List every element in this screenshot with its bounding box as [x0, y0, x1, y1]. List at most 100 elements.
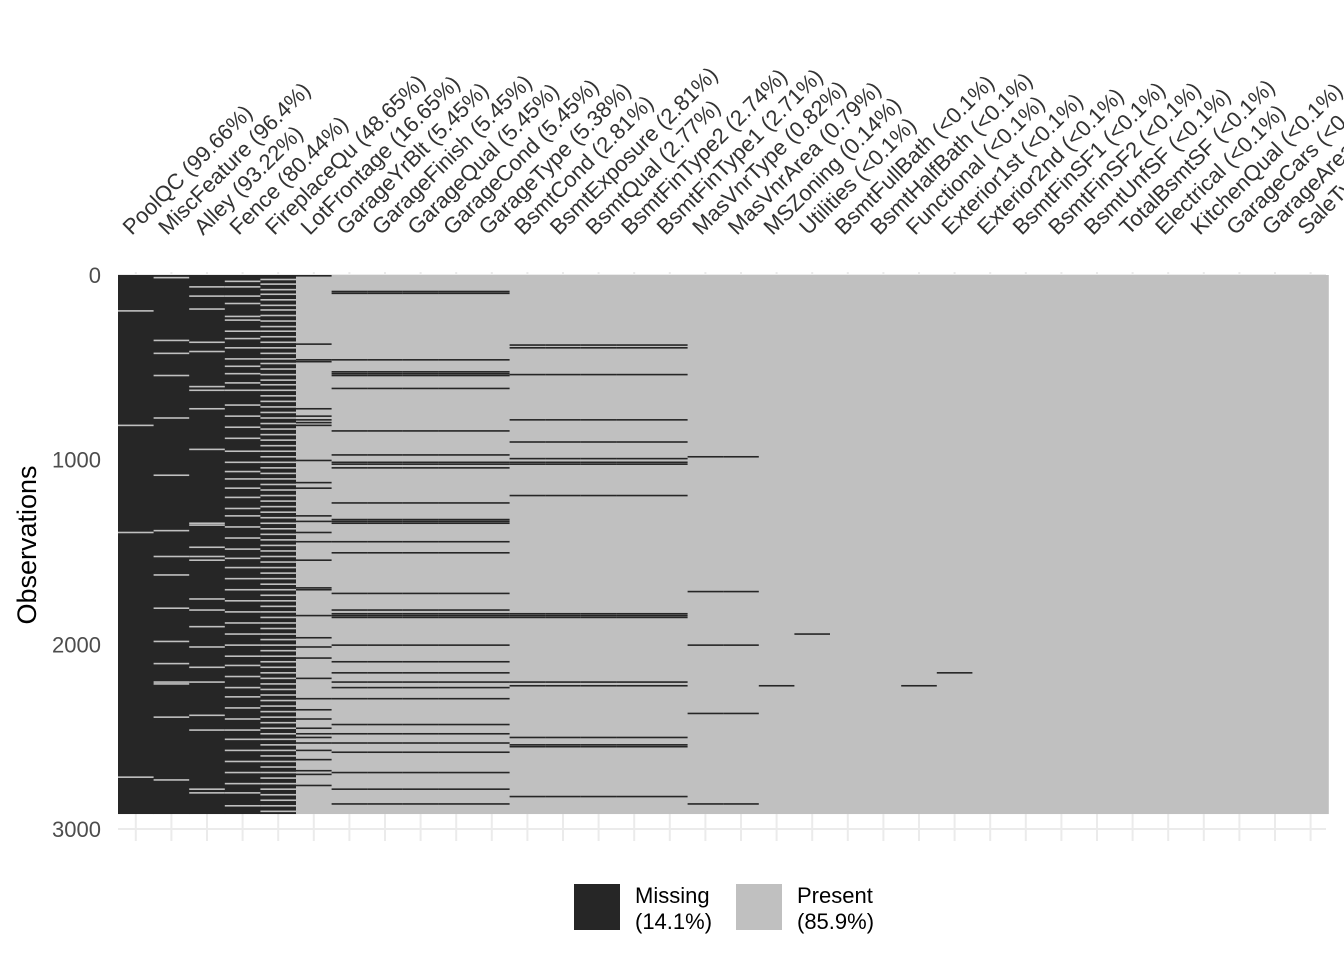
missing-row-line	[545, 612, 582, 615]
present-row-line	[189, 555, 226, 558]
missing-row-line	[438, 672, 475, 674]
present-row-line	[260, 561, 297, 563]
present-row-line	[189, 646, 226, 648]
legend-swatch-missing	[574, 884, 620, 930]
missing-row-line	[438, 371, 475, 373]
present-row-line	[260, 395, 297, 397]
missing-row-line	[438, 502, 475, 504]
missing-row-line	[296, 718, 332, 720]
present-row-line	[189, 609, 226, 611]
missing-row-line	[296, 421, 332, 424]
present-row-line	[189, 792, 226, 794]
present-row-line	[153, 276, 190, 279]
present-row-line	[189, 598, 226, 600]
missing-row-line	[474, 803, 510, 805]
present-row-line	[189, 524, 226, 526]
present-row-line	[260, 644, 297, 646]
missing-row-line	[402, 803, 439, 805]
missing-row-line	[296, 773, 332, 776]
present-row-line	[224, 487, 261, 489]
missing-row-line	[402, 771, 439, 774]
missing-row-line	[367, 644, 404, 646]
missing-row-line	[509, 347, 546, 349]
missing-row-line	[545, 463, 582, 465]
missing-row-line	[367, 681, 404, 683]
missing-row-line	[652, 744, 688, 746]
missing-row-line	[296, 531, 332, 534]
missing-row-line	[545, 461, 582, 464]
present-row-line	[224, 633, 261, 635]
missing-row-line	[474, 742, 510, 744]
missing-row-line	[474, 387, 510, 390]
missing-row-line	[331, 463, 368, 465]
heatmap-column-20	[794, 275, 831, 815]
present-row-line	[260, 439, 297, 441]
present-row-line	[260, 605, 297, 608]
missing-row-line	[652, 344, 688, 346]
missing-row-line	[474, 644, 510, 646]
missing-row-line	[438, 732, 475, 735]
present-row-line	[224, 600, 261, 602]
present-row-line	[153, 417, 190, 419]
present-row-line	[224, 415, 261, 417]
missing-row-line	[616, 344, 653, 346]
missing-row-line	[723, 590, 760, 593]
missing-row-line	[367, 540, 404, 543]
missing-row-line	[545, 419, 582, 421]
missing-row-line	[402, 552, 439, 554]
missing-row-line	[723, 644, 760, 646]
heatmap-column-14	[580, 275, 617, 815]
present-row-line	[153, 339, 190, 342]
legend-label: Present	[797, 883, 873, 908]
heatmap-column-25	[972, 275, 1009, 815]
missing-row-line	[331, 359, 368, 361]
present-row-line	[224, 686, 261, 689]
present-row-line	[260, 539, 297, 541]
missing-row-line	[296, 727, 332, 730]
missing-row-line	[331, 742, 368, 744]
present-row-line	[153, 681, 190, 683]
missing-row-line	[616, 795, 653, 798]
present-row-line	[224, 611, 261, 613]
missing-row-line	[509, 463, 546, 465]
missing-row-line	[474, 461, 510, 464]
missing-row-line	[367, 723, 404, 726]
missing-row-line	[296, 657, 332, 659]
missing-row-line	[652, 441, 688, 443]
missing-row-line	[652, 614, 688, 617]
heatmap-column-31	[1186, 275, 1222, 815]
missing-row-line	[616, 419, 653, 421]
present-row-line	[260, 672, 297, 674]
heatmap-column-17	[687, 275, 724, 815]
present-row-line	[260, 500, 297, 502]
present-row-line	[224, 302, 261, 305]
present-row-line	[260, 688, 297, 691]
missing-row-line	[402, 644, 439, 646]
missing-row-line	[438, 723, 475, 726]
missing-row-line	[474, 371, 510, 373]
present-row-line	[260, 716, 297, 718]
heatmap-column-6	[296, 275, 332, 815]
present-row-line	[260, 320, 297, 322]
missing-row-line	[545, 795, 582, 798]
missing-row-line	[580, 616, 617, 619]
missing-row-line	[474, 681, 510, 683]
missing-row-line	[367, 788, 404, 790]
missing-row-line	[402, 430, 439, 432]
heatmap-column-3	[189, 275, 226, 815]
missing-row-line	[580, 441, 617, 443]
present-row-line	[224, 537, 261, 539]
missing-row-line	[296, 515, 332, 517]
present-row-line	[260, 325, 297, 328]
present-row-line	[224, 382, 261, 384]
missing-row-line	[331, 522, 368, 525]
present-row-line	[224, 738, 261, 741]
legend-label: Missing	[635, 883, 710, 908]
missing-row-line	[402, 290, 439, 293]
present-row-line	[260, 788, 297, 790]
present-row-line	[224, 675, 261, 678]
missing-row-line	[367, 803, 404, 805]
missing-row-line	[652, 795, 688, 798]
present-row-line	[260, 793, 297, 796]
present-row-line	[260, 544, 297, 547]
